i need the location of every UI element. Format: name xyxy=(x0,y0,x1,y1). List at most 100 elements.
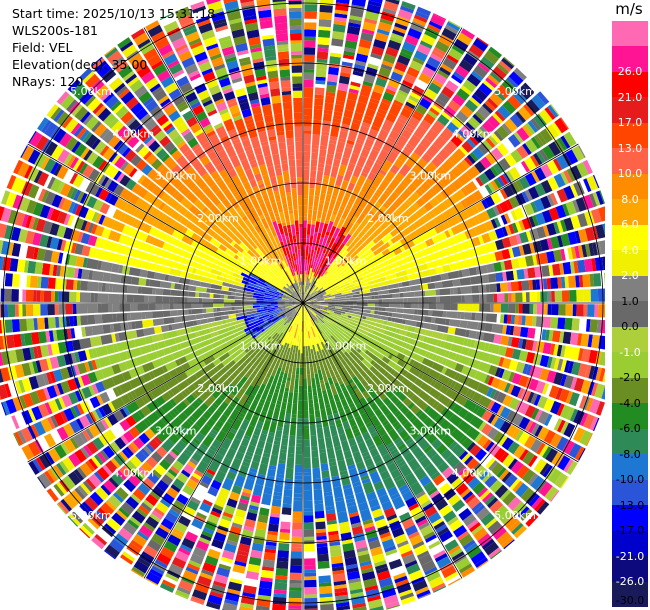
range-gate xyxy=(417,309,429,316)
range-gate xyxy=(125,400,140,414)
range-gate xyxy=(322,477,331,482)
range-gate xyxy=(98,282,103,292)
range-gate xyxy=(394,22,408,31)
range-gate xyxy=(131,276,140,285)
range-gate xyxy=(504,120,515,133)
range-gate xyxy=(104,229,112,239)
range-gate xyxy=(191,267,197,274)
range-gate xyxy=(603,272,605,286)
range-gate xyxy=(322,328,326,332)
range-gate xyxy=(208,278,216,284)
range-gate xyxy=(451,551,465,562)
range-gate xyxy=(120,255,133,266)
range-gate xyxy=(372,145,381,152)
range-gate xyxy=(52,330,58,342)
range-gate xyxy=(102,272,111,282)
range-gate xyxy=(421,66,436,78)
range-gate xyxy=(459,260,465,269)
range-gate xyxy=(320,134,329,147)
range-gate xyxy=(584,258,593,272)
range-gate xyxy=(349,8,364,18)
range-gate xyxy=(314,87,325,96)
range-gate xyxy=(245,270,250,275)
range-gate xyxy=(127,339,136,349)
range-gate xyxy=(391,147,401,155)
range-gate xyxy=(591,258,597,272)
range-gate xyxy=(6,334,15,349)
range-gate xyxy=(503,314,508,324)
range-gate xyxy=(158,524,171,534)
range-gate xyxy=(301,321,303,332)
range-gate xyxy=(456,261,462,270)
range-gate xyxy=(134,337,147,347)
range-gate xyxy=(503,56,515,67)
range-gate xyxy=(478,172,490,185)
range-gate xyxy=(351,313,363,319)
range-gate xyxy=(249,437,258,447)
range-gate xyxy=(324,266,329,271)
range-gate xyxy=(383,257,395,266)
range-gate xyxy=(400,335,406,342)
range-gate xyxy=(285,331,290,340)
range-gate xyxy=(364,349,370,355)
range-gate xyxy=(244,353,250,359)
range-gate xyxy=(152,375,166,387)
range-gate xyxy=(164,259,177,268)
range-gate xyxy=(499,188,508,200)
range-gate xyxy=(406,122,416,131)
range-gate xyxy=(371,201,382,214)
range-gate xyxy=(81,245,91,257)
range-gate xyxy=(317,312,325,318)
range-gate xyxy=(361,28,375,35)
range-gate xyxy=(536,304,545,315)
range-gate xyxy=(0,207,12,223)
range-gate xyxy=(562,261,572,275)
range-gate xyxy=(148,295,156,303)
range-gate xyxy=(585,433,593,447)
range-gate xyxy=(370,310,375,314)
range-gate xyxy=(521,160,530,173)
range-gate xyxy=(203,333,213,340)
range-gate xyxy=(172,478,185,490)
range-gate xyxy=(335,300,347,303)
range-gate xyxy=(168,368,178,378)
range-gate xyxy=(496,143,510,157)
range-gate xyxy=(429,53,443,63)
range-gate xyxy=(441,448,453,461)
range-gate xyxy=(550,317,559,329)
range-gate xyxy=(210,283,222,290)
range-gate xyxy=(112,209,123,221)
range-gate xyxy=(283,316,292,326)
range-gate xyxy=(33,247,39,260)
range-gate xyxy=(340,322,345,327)
range-gate xyxy=(415,79,428,91)
range-gate xyxy=(431,518,444,527)
range-gate xyxy=(226,471,237,481)
range-gate xyxy=(472,113,483,124)
range-gate xyxy=(300,360,303,365)
range-gate xyxy=(378,256,387,264)
range-gate xyxy=(111,363,122,375)
range-gate xyxy=(380,384,390,394)
range-gate xyxy=(260,569,274,579)
range-gate xyxy=(331,364,337,372)
range-gate xyxy=(190,260,202,270)
range-gate xyxy=(458,59,474,73)
range-gate xyxy=(501,536,514,549)
range-gate xyxy=(342,332,353,342)
range-gate xyxy=(288,597,302,602)
range-gate xyxy=(477,533,493,547)
range-gate xyxy=(328,322,332,326)
range-gate xyxy=(424,161,438,176)
range-gate xyxy=(314,311,324,319)
range-gate xyxy=(34,187,43,200)
range-gate xyxy=(357,230,366,239)
range-gate xyxy=(270,303,278,305)
range-gate xyxy=(221,315,229,320)
range-gate xyxy=(560,219,567,232)
range-gate xyxy=(522,511,535,524)
range-gate xyxy=(567,231,578,245)
range-gate xyxy=(469,444,482,457)
range-gate xyxy=(213,298,224,303)
range-gate xyxy=(527,120,539,133)
